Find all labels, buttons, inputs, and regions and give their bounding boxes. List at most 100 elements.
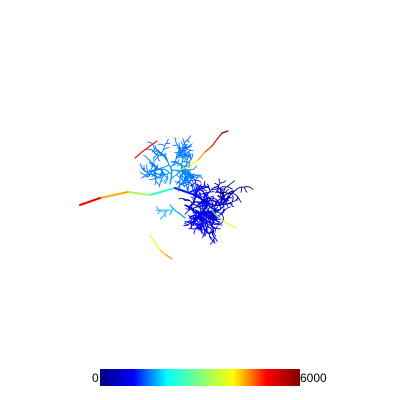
fractal-branch-segment [212,196,215,199]
fractal-branch-segment [190,184,192,187]
fractal-branch-segment [227,223,237,229]
fractal-branch-segment [183,170,186,173]
fractal-branch-segment [189,176,193,181]
fractal-branch-segment [167,138,170,141]
fractal-branch-segment [245,190,248,193]
fractal-branch-segment [195,227,197,229]
fractal-branch-segment [177,180,180,183]
fractal-branch-segment [187,190,190,193]
fractal-branch-segment [188,215,192,218]
fractal-branch-segment [211,200,217,203]
fractal-branch-segment [208,224,211,227]
fractal-branch-segment [169,204,174,209]
fractal-branch-segment [214,186,218,188]
fractal-branch-segment [200,210,203,213]
fractal-branch-segment [192,223,195,226]
fractal-branch-segment [204,145,213,153]
fractal-branch-segment [99,191,129,199]
fractal-branch-segment [158,177,161,180]
fractal-branch-segment [205,207,208,210]
fractal-branch-segment [149,234,156,244]
fractal-branch-segment [236,197,239,200]
colorbar-max-label: 6000 [300,371,327,385]
fractal-branch-segment [174,158,177,164]
fractal-branch-segment [148,169,151,171]
fractal-branch-segment [220,196,224,199]
fractal-branch-segment [173,164,175,166]
fractal-branch-segment [197,194,201,197]
fractal-branch-segment [181,215,186,219]
fractal-branch-segment [207,217,210,222]
fractal-branch-segment [167,146,170,149]
fractal-branch-segment [221,189,224,192]
fractal-branch-segment [151,175,154,178]
fractal-branch-segment [227,194,230,198]
fractal-branch-segment [237,186,241,189]
fractal-branch-segment [190,143,193,146]
fractal-branch-segment [209,207,217,216]
fractal-branch-segment [169,212,172,215]
fractal-branch-segment [185,158,187,161]
fractal-branch-segment [181,172,184,175]
fractal-branch-segment [198,220,201,223]
fractal-branch-segment [202,226,205,229]
fractal-branch-segment [183,172,186,175]
fractal-branch-segment [181,161,184,165]
fractal-branch-segment [155,209,159,211]
fractal-branch-segment [190,223,193,225]
fractal-branch-segment [224,186,228,189]
fractal-branch-segment [206,193,209,196]
fractal-branch-segment [163,145,166,150]
fractal-branch-segment [170,173,173,181]
fractal-branch-segment [206,219,209,222]
fractal-branch-segment [233,193,237,196]
fractal-branch-segment [170,164,174,168]
fractal-branch-segment [217,214,221,216]
fractal-branch-segment [251,188,254,190]
fractal-branch-segment [188,214,190,217]
fractal-branch-segment [218,212,222,215]
fractal-branch-segment [141,145,151,153]
fractal-branch-segment [220,199,222,202]
fractal-branch-segment [166,176,169,179]
fractal-branch-segment [221,130,229,134]
fractal-branch-segment [210,237,213,239]
fractal-branch-segment [176,182,178,185]
fractal-branch-segment [172,207,177,212]
fractal-branch-segment [221,219,229,225]
fractal-branch-segment [206,229,209,233]
fractal-branch-segment [201,177,203,180]
fractal-branch-segment [163,155,167,159]
fractal-branch-segment [189,159,199,167]
fractal-branch-segment [192,173,195,176]
fractal-branch-segment [231,190,236,194]
fractal-branch-segment [213,205,216,209]
fractal-branch-segment [165,157,169,163]
fractal-branch-segment [211,186,216,190]
fractal-branch-segment [221,191,224,194]
fractal-branch-segment [179,165,191,171]
fractal-branch-segment [186,190,189,193]
fractal-branch-segment [223,203,226,207]
fractal-branch-segment [175,210,181,215]
fractal-branch-segment [157,212,160,215]
fractal-branch-segment [163,168,169,172]
fractal-branch-segment [217,194,220,198]
fractal-branch-segment [189,145,192,148]
fractal-branch-segment [182,171,187,174]
fractal-branch-segment [204,202,206,205]
fractal-branch-segment [187,140,190,143]
fractal-branch-segment [227,197,231,199]
fractal-branch-segment [153,151,156,153]
fractal-branch-segment [158,159,161,162]
fractal-branch-segment [219,207,223,211]
fractal-branch-segment [185,155,188,158]
fractal-branch-segment [139,171,142,174]
fractal-branch-segment [193,203,197,206]
fractal-branch-segment [201,203,204,206]
fractal-branch-segment [172,174,178,178]
fractal-branch-segment [189,189,196,193]
fractal-branch-segment [228,206,231,208]
fractal-branch-segment [224,180,226,183]
fractal-branch-segment [223,187,226,190]
